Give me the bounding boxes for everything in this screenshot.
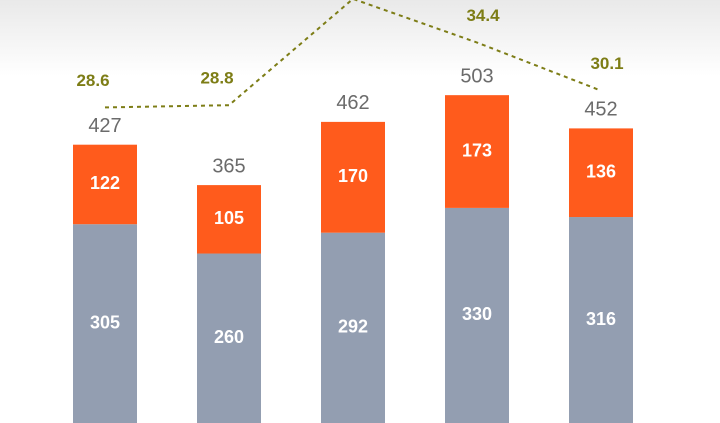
bar-segment [73, 224, 137, 423]
bar-segment [569, 128, 633, 218]
bar-label: 292 [338, 317, 368, 337]
line-label: 34.4 [466, 6, 500, 25]
bar-segment [73, 144, 137, 225]
total-label: 452 [584, 99, 617, 121]
line [104, 0, 602, 109]
bar-label: 260 [214, 327, 244, 347]
bar-segment [569, 217, 633, 423]
total-label: 427 [88, 115, 121, 137]
bar-segment [445, 207, 509, 423]
bar-segment [445, 95, 509, 208]
line-label: 28.8 [200, 69, 233, 88]
line-label: 30.1 [590, 54, 623, 73]
bar-segment [321, 232, 385, 423]
total-label: 365 [212, 155, 245, 177]
bar-segment [197, 185, 261, 254]
total-label: 503 [460, 65, 493, 87]
bar-label: 173 [462, 140, 492, 160]
bar-segment [321, 121, 385, 233]
total-label: 462 [336, 92, 369, 114]
bar-label: 170 [338, 166, 368, 186]
bar-label: 316 [586, 309, 616, 329]
bar-label: 122 [90, 173, 120, 193]
bar-segment [197, 253, 261, 423]
bar-label: 305 [90, 312, 120, 332]
line-label: 28.6 [76, 71, 109, 90]
bar-label: 105 [214, 208, 244, 228]
bar-label: 136 [586, 161, 616, 181]
bar-label: 330 [462, 304, 492, 324]
